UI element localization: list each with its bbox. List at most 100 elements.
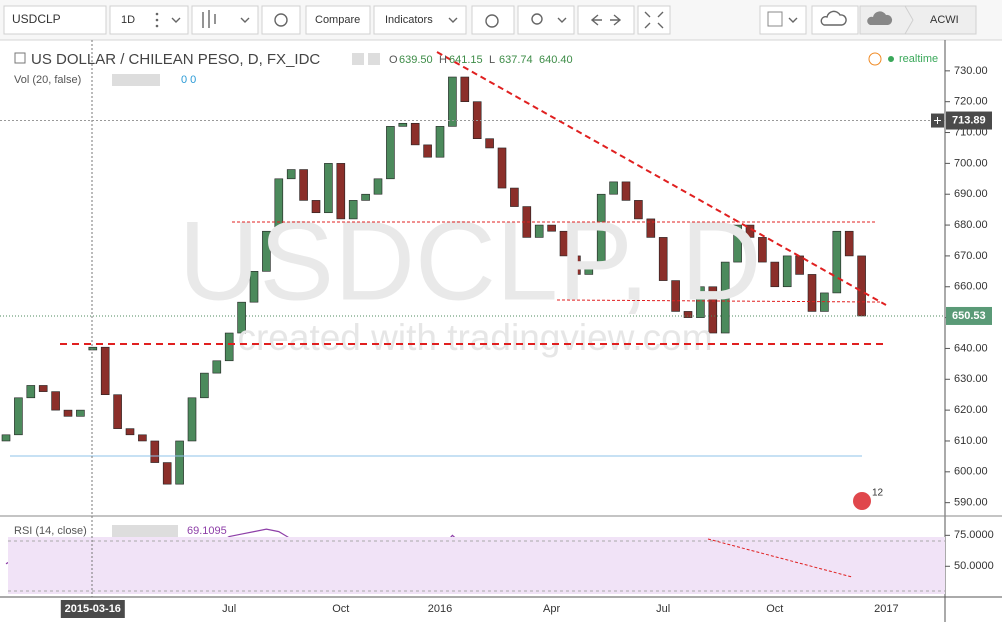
candle-body	[770, 261, 780, 288]
candle-body	[807, 274, 817, 312]
candle-body	[696, 286, 705, 318]
candle-body	[63, 409, 73, 417]
candle-body	[175, 440, 184, 485]
candle-body	[361, 193, 370, 201]
chart-style-button[interactable]	[191, 5, 259, 35]
range-line	[556, 299, 881, 303]
interval-text: 1D	[121, 14, 135, 26]
candle-body	[138, 434, 147, 442]
y-tick-label: 720.00	[954, 96, 988, 108]
candle-body	[162, 462, 172, 485]
candle-body	[1, 434, 11, 442]
y-tick-label: 590.00	[954, 497, 988, 509]
events-badge[interactable]	[853, 492, 871, 510]
plus-icon	[934, 117, 941, 125]
last-price-box	[946, 306, 992, 325]
candle-body	[336, 163, 346, 220]
collapse-icon[interactable]	[14, 52, 26, 64]
bulb-icon	[531, 13, 543, 25]
candle-body	[324, 163, 333, 214]
dropdown-arrow[interactable]	[240, 17, 250, 23]
x-tick-label: Oct	[332, 603, 349, 615]
rsi-tick-label: 50.0000	[954, 560, 994, 572]
indicators-text: Indicators	[385, 14, 433, 26]
y-tick-label: 660.00	[954, 281, 988, 293]
candle-body	[572, 255, 581, 275]
settings-button[interactable]	[261, 5, 301, 35]
legend-button[interactable]	[368, 53, 380, 65]
y-tick-label: 630.00	[954, 373, 988, 385]
candle-body	[299, 169, 308, 201]
watermark-symbol: USDCLP, D	[178, 199, 761, 324]
candle-body	[249, 271, 259, 303]
realtime-text: realtime	[899, 53, 938, 65]
undo-redo-icon	[590, 14, 622, 26]
dropdown-arrow[interactable]	[788, 17, 798, 23]
watchlist-text: ACWI	[930, 14, 959, 26]
candle-body	[832, 230, 842, 294]
last-price: 650.53	[952, 310, 986, 322]
candle-body	[311, 200, 321, 214]
undo-redo[interactable]	[577, 5, 635, 35]
x-tick-label: 2016	[428, 603, 452, 615]
volume-buttons[interactable]	[112, 74, 160, 86]
crosshair-date-box	[60, 600, 125, 618]
candle-body	[51, 391, 60, 411]
candle-body	[497, 147, 507, 189]
compare-button[interactable]	[305, 5, 371, 35]
legend-button[interactable]	[352, 53, 364, 65]
dropdown-arrow[interactable]	[171, 17, 181, 23]
candle-body	[510, 187, 519, 207]
interval-button[interactable]	[109, 5, 189, 35]
dropdown-arrow[interactable]	[448, 17, 458, 23]
menu-dot	[155, 18, 159, 22]
candle-body	[547, 224, 556, 232]
crosshair-price-box	[946, 111, 992, 130]
crosshair-price: 713.89	[952, 114, 986, 126]
candle-body	[733, 224, 742, 263]
ohlc-legend: O 639.50 H 641.15 L 637.74 640.40	[389, 54, 573, 66]
x-tick-label: Oct	[766, 603, 783, 615]
candle-body	[857, 255, 866, 317]
candle-body	[658, 237, 668, 281]
layout-button[interactable]	[759, 5, 807, 35]
ideas-button[interactable]	[517, 5, 575, 35]
rsi-value: 69.1095	[187, 525, 227, 537]
ohlc-value: 639.50	[399, 54, 433, 66]
y-tick-label: 680.00	[954, 219, 988, 231]
cloud-icon	[820, 10, 847, 26]
candle-body	[410, 122, 420, 146]
candle-body	[212, 360, 222, 374]
rsi-buttons[interactable]	[112, 525, 178, 537]
ohlc-value: 641.15	[449, 54, 483, 66]
candle-body	[423, 144, 432, 158]
x-tick-label: Jul	[656, 603, 670, 615]
y-tick-label: 690.00	[954, 188, 988, 200]
ohlc-key: L	[489, 54, 495, 66]
alert-button[interactable]	[471, 5, 515, 35]
candle-body	[237, 301, 246, 334]
candle-body	[125, 428, 135, 436]
y-tick-label: 640.00	[954, 342, 988, 354]
rsi-band	[8, 537, 945, 594]
warning-icon[interactable]	[868, 52, 882, 66]
events-count: 12	[872, 488, 884, 499]
dropdown-arrow[interactable]	[557, 17, 567, 23]
cloud-icon	[867, 11, 893, 25]
candle-body	[274, 178, 284, 232]
fullscreen-button[interactable]	[637, 5, 671, 35]
layout-icon	[767, 11, 783, 27]
candle-body	[596, 193, 606, 263]
symbol-button[interactable]	[3, 5, 107, 35]
x-tick-label: Jul	[222, 603, 236, 615]
candle-body	[100, 346, 110, 396]
candle-body	[683, 311, 693, 318]
ohlc-value: 640.40	[539, 54, 573, 66]
candle-body	[820, 292, 829, 312]
y-tick-label: 700.00	[954, 157, 988, 169]
alarm-icon	[485, 14, 499, 28]
save-button[interactable]	[811, 5, 859, 35]
candle-body	[758, 237, 767, 263]
candle-body	[113, 394, 122, 429]
